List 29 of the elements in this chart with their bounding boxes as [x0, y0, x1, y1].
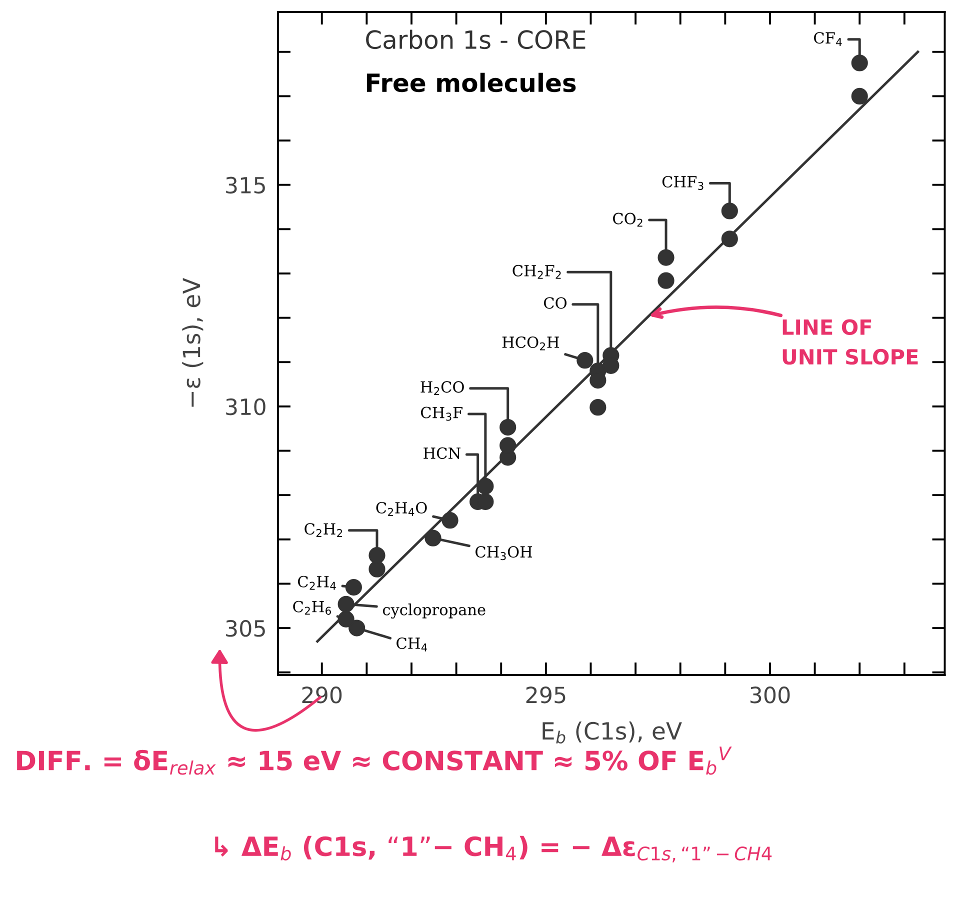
- x-tick-label: 290: [302, 686, 342, 704]
- annotation: CH$_{2}$F$_{2}$: [512, 264, 561, 279]
- annotation: CF$_{4}$: [814, 32, 842, 46]
- text: Carbon 1s - CORE: [366, 30, 586, 50]
- annotation: HCO$_{2}$H: [502, 336, 559, 350]
- annotation: HCN: [424, 447, 460, 459]
- annotation: CHF$_{3}$: [662, 176, 704, 190]
- annotation: C$_{2}$H$_{6}$: [293, 600, 331, 615]
- annotation: CH$_{3}$F: [420, 406, 462, 421]
- y-tick-label: 305: [226, 620, 265, 637]
- annotation: CH$_{3}$OH: [476, 546, 532, 560]
- annotation: H$_{2}$CO: [420, 381, 464, 395]
- text: DIFF. = δE$_{relax}$ ≈ 15 eV ≈ CONSTANT ≈ 5% OF E$_{b}$$^{V}$: [17, 746, 732, 775]
- annotation: LINE OF UNIT SLOPE: [782, 319, 918, 365]
- x-axis-title: E$_{b}$ (C1s), eV: [542, 722, 682, 744]
- annotation: CO: [544, 297, 567, 309]
- y-axis-title: −ε (1s), eV: [182, 278, 204, 407]
- y-tick-label: 310: [226, 398, 266, 416]
- annotation: CH$_{4}$: [396, 637, 428, 652]
- annotation: C$_{2}$H$_{4}$: [298, 576, 336, 590]
- text: ↳ ΔE$_{b}$ (C1s, “1”− CH$_{4}$) = − Δε$_{C1s,“1”−CH4}$: [215, 836, 772, 862]
- annotation: C$_{2}$H$_{4}$O: [376, 502, 427, 516]
- annotation: CO$_{2}$: [613, 212, 642, 227]
- text: Free molecules: [366, 72, 576, 92]
- y-tick-label: 315: [226, 176, 265, 194]
- x-tick-label: 300: [750, 686, 790, 704]
- annotation: C$_{2}$H$_{2}$: [304, 523, 342, 537]
- x-tick-label: 295: [526, 686, 566, 704]
- annotation: cyclopropane: [382, 604, 486, 619]
